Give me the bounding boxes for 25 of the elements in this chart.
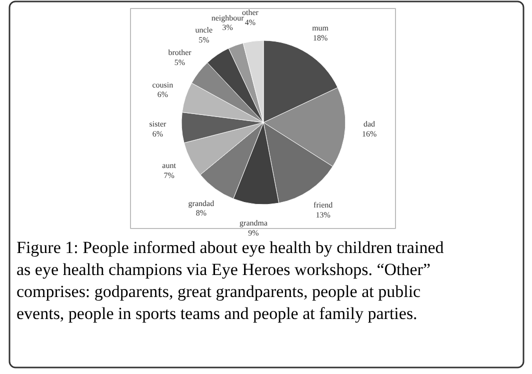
- data-label: 16%: [362, 130, 377, 139]
- slice-label: brother: [168, 48, 192, 58]
- slice-label: friend: [314, 200, 333, 210]
- slice-label: sister: [149, 120, 166, 129]
- slice-label: mum: [312, 24, 330, 33]
- slice-label: dad: [364, 120, 376, 129]
- data-label: 4%: [244, 18, 256, 27]
- slice-label: neighbour: [211, 13, 244, 22]
- data-label: 18%: [312, 33, 328, 42]
- data-label: 6%: [152, 130, 164, 139]
- data-label: 13%: [316, 210, 331, 220]
- slice-label: cousin: [152, 80, 174, 90]
- slice-label: aunt: [162, 161, 177, 170]
- slice-label: grandma: [240, 218, 268, 228]
- data-label: 9%: [248, 228, 260, 238]
- data-label: 8%: [196, 208, 207, 218]
- slice-label: uncle: [195, 25, 214, 34]
- data-label: 5%: [174, 58, 186, 67]
- data-label: 6%: [157, 90, 168, 100]
- data-label: 7%: [164, 171, 175, 180]
- slice-label: other: [242, 8, 259, 17]
- caption: Figure 1: People informed about eye health by children trained as eye health champions via Eye Heroes workshops. “Other” comprises: godparents, great grandparents, people at public events, people in sports teams and people at family parties.: [16, 238, 444, 323]
- data-label: 5%: [198, 35, 210, 44]
- slice-label: grandad: [188, 198, 214, 208]
- data-label: 3%: [222, 23, 234, 32]
